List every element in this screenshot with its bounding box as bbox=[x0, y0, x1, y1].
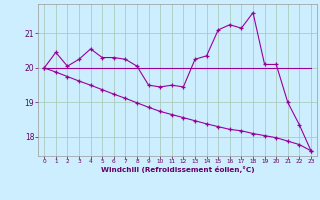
X-axis label: Windchill (Refroidissement éolien,°C): Windchill (Refroidissement éolien,°C) bbox=[101, 166, 254, 173]
